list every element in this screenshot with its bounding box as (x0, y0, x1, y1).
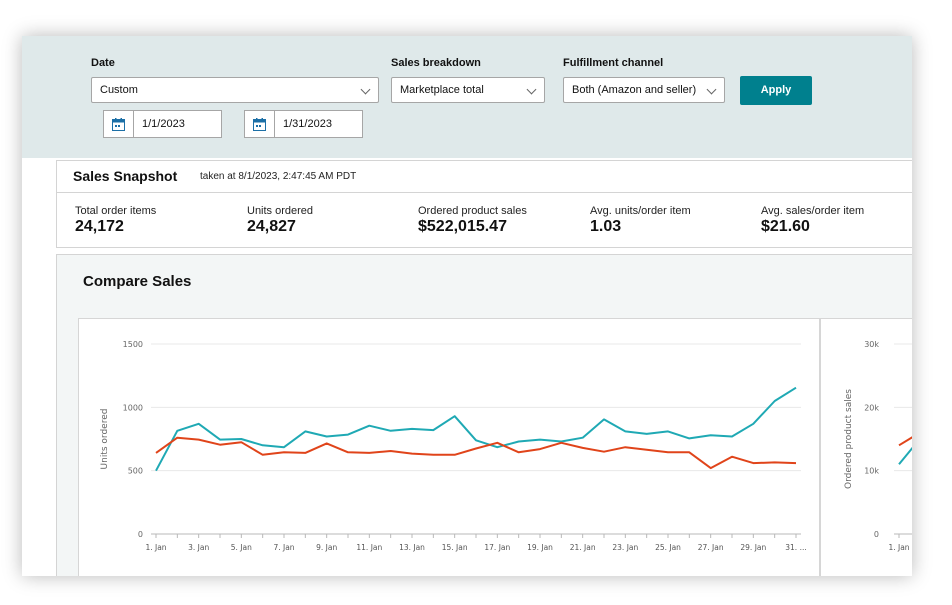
x-tick-label: 19. Jan (527, 543, 553, 552)
date-range-value: Custom (100, 84, 138, 96)
x-tick-label: 13. Jan (399, 543, 425, 552)
x-tick-label: 7. Jan (273, 543, 294, 552)
series-line-orange (898, 436, 912, 447)
fulfillment-channel-value: Both (Amazon and seller) (572, 84, 697, 96)
date-label: Date (91, 57, 115, 69)
calendar-icon (112, 118, 125, 131)
y-tick-label: 30k (864, 340, 879, 349)
x-tick-label: 9. Jan (316, 543, 337, 552)
sales-snapshot-header: Sales Snapshot taken at 8/1/2023, 2:47:4… (57, 161, 912, 193)
metric-total-order-items: Total order items 24,172 (75, 205, 156, 236)
series-line-orange (155, 436, 797, 470)
sales-breakdown-label: Sales breakdown (391, 57, 481, 69)
end-date-calendar-button[interactable] (244, 110, 274, 138)
end-date-input[interactable]: 1/31/2023 (274, 110, 363, 138)
x-tick-label: 17. Jan (484, 543, 510, 552)
x-tick-label: 21. Jan (570, 543, 596, 552)
y-axis-label: Units ordered (100, 409, 110, 470)
app-frame: Date Custom 1/1/2023 (22, 36, 912, 576)
x-tick-label: 5. Jan (231, 543, 252, 552)
x-tick-label: 23. Jan (612, 543, 638, 552)
start-date-input[interactable]: 1/1/2023 (133, 110, 222, 138)
metric-value: 1.03 (590, 218, 622, 235)
chevron-down-icon (706, 84, 717, 95)
metric-label: Avg. units/order item (590, 205, 691, 217)
filter-bar: Date Custom 1/1/2023 (22, 36, 912, 158)
x-tick-label: 27. Jan (698, 543, 724, 552)
sales-snapshot-title: Sales Snapshot (73, 168, 178, 184)
metric-value: 24,172 (75, 218, 124, 235)
metric-label: Units ordered (247, 205, 314, 217)
series-line-teal (155, 386, 797, 472)
ordered-product-sales-chart: 0 10k 20k 30k Ordered product sales 1. Jan (820, 318, 912, 576)
metric-label: Ordered product sales (418, 205, 527, 217)
units-ordered-chart: 0 500 1000 1500 Units ordered 1. Jan 3. Jan 5. … (78, 318, 820, 576)
compare-sales-title: Compare Sales (83, 273, 192, 290)
x-tick-label: 3. Jan (188, 543, 209, 552)
y-tick-label: 0 (138, 530, 143, 539)
metric-avg-units-per-order-item: Avg. units/order item 1.03 (590, 205, 691, 236)
y-tick-label: 1000 (123, 403, 143, 412)
metric-label: Total order items (75, 205, 157, 217)
sales-snapshot-panel: Sales Snapshot taken at 8/1/2023, 2:47:4… (56, 160, 912, 248)
x-tick-label: 29. Jan (740, 543, 766, 552)
units-ordered-chart-svg: 0 500 1000 1500 Units ordered 1. Jan 3. Jan 5. … (100, 340, 807, 552)
sales-breakdown-value: Marketplace total (400, 84, 484, 96)
fulfillment-channel-select[interactable]: Both (Amazon and seller) (563, 77, 725, 103)
date-range-select[interactable]: Custom (91, 77, 379, 103)
y-axis-label: Ordered product sales (844, 389, 854, 489)
y-tick-label: 0 (874, 530, 879, 539)
apply-button[interactable]: Apply (740, 76, 812, 105)
chevron-down-icon (360, 84, 371, 95)
calendar-icon (253, 118, 266, 131)
series-line-teal (898, 446, 912, 465)
snapshot-timestamp: taken at 8/1/2023, 2:47:45 AM PDT (200, 171, 357, 182)
ordered-product-sales-chart-svg: 0 10k 20k 30k Ordered product sales 1. Jan (844, 340, 912, 552)
x-tick-label: 1. Jan (888, 543, 909, 552)
metric-ordered-product-sales: Ordered product sales $522,015.47 (418, 205, 527, 236)
metric-value: 24,827 (247, 218, 296, 235)
compare-sales-panel: Compare Sales 0 500 1000 1500 Units ordered 1… (56, 254, 912, 576)
fulfillment-channel-label: Fulfillment channel (563, 57, 664, 69)
metric-value: $522,015.47 (418, 218, 507, 235)
sales-breakdown-select[interactable]: Marketplace total (391, 77, 545, 103)
start-date-calendar-button[interactable] (103, 110, 133, 138)
metric-avg-sales-per-order-item: Avg. sales/order item $21.60 (761, 205, 864, 236)
chevron-down-icon (526, 84, 537, 95)
x-tick-label: 25. Jan (655, 543, 681, 552)
metric-units-ordered: Units ordered 24,827 (247, 205, 313, 236)
y-tick-label: 500 (128, 467, 143, 476)
metric-value: $21.60 (761, 218, 810, 235)
x-tick-label: 1. Jan (145, 543, 166, 552)
y-tick-label: 10k (864, 467, 879, 476)
metric-label: Avg. sales/order item (761, 205, 865, 217)
x-tick-label: 11. Jan (356, 543, 382, 552)
x-tick-label: 31. ... (785, 543, 806, 552)
y-tick-label: 20k (864, 403, 879, 412)
y-tick-label: 1500 (123, 340, 143, 349)
x-tick-label: 15. Jan (442, 543, 468, 552)
